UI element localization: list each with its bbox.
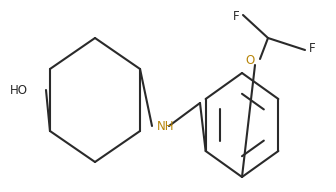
Text: F: F — [309, 41, 316, 55]
Text: O: O — [245, 55, 255, 68]
Text: HO: HO — [10, 84, 28, 97]
Text: F: F — [233, 11, 239, 23]
Text: NH: NH — [157, 119, 174, 132]
